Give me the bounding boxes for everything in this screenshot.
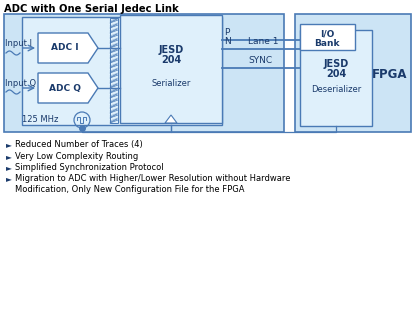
Text: ►: ► [6, 152, 12, 161]
Text: Lane 1: Lane 1 [248, 37, 278, 46]
Bar [22, 17, 222, 125]
Text: Deserializer: Deserializer [311, 86, 361, 94]
Text: ►: ► [6, 163, 12, 172]
Bar [300, 24, 355, 50]
Text: SYNC: SYNC [248, 56, 272, 65]
Text: 125 MHz: 125 MHz [22, 115, 58, 125]
Text: Serializer: Serializer [151, 79, 191, 87]
Text: Input Q: Input Q [5, 79, 36, 87]
Text: FPGA: FPGA [372, 67, 408, 80]
Polygon shape [38, 33, 98, 63]
Bar [110, 18, 118, 123]
Text: Migration to ADC with Higher/Lower Resolution without Hardware
Modification, Onl: Migration to ADC with Higher/Lower Resol… [15, 174, 290, 194]
Text: Reduced Number of Traces (4): Reduced Number of Traces (4) [15, 140, 143, 149]
Text: ADC Q: ADC Q [49, 84, 81, 93]
Bar [4, 14, 284, 132]
Text: Very Low Complexity Routing: Very Low Complexity Routing [15, 152, 138, 161]
Text: ADC I: ADC I [51, 44, 79, 52]
Text: P: P [224, 28, 229, 37]
Bar [120, 15, 222, 123]
Text: Simplified Synchronization Protocol: Simplified Synchronization Protocol [15, 163, 163, 172]
Text: N: N [224, 37, 231, 46]
Text: Bank: Bank [314, 39, 340, 49]
Polygon shape [38, 73, 98, 103]
Text: JESD: JESD [323, 59, 349, 69]
Text: Input I: Input I [5, 38, 32, 47]
Bar [295, 14, 411, 132]
Bar [300, 30, 372, 126]
Text: JESD: JESD [158, 45, 183, 55]
Text: ADC with One Serial Jedec Link: ADC with One Serial Jedec Link [4, 4, 179, 14]
Text: I/O: I/O [320, 30, 334, 38]
Text: ►: ► [6, 140, 12, 149]
Text: ►: ► [6, 174, 12, 183]
Text: 204: 204 [161, 55, 181, 65]
Text: 204: 204 [326, 69, 346, 79]
Polygon shape [165, 115, 177, 123]
